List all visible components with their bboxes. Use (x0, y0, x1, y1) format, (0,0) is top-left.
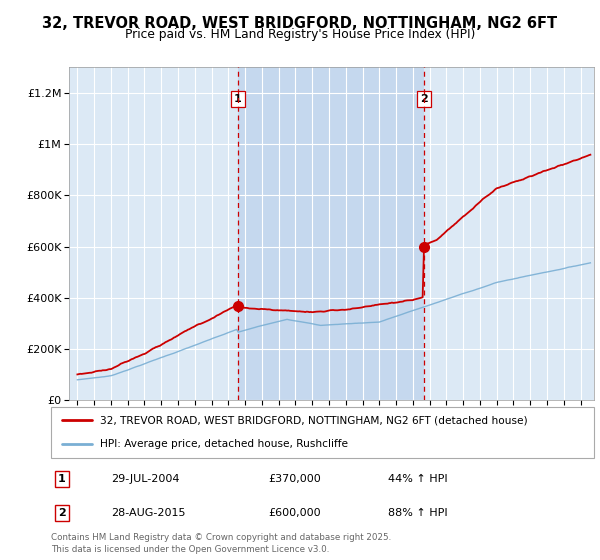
Text: 1: 1 (58, 474, 66, 484)
Text: 29-JUL-2004: 29-JUL-2004 (111, 474, 179, 484)
Bar (238, 67, 424, 400)
Text: HPI: Average price, detached house, Rushcliffe: HPI: Average price, detached house, Rush… (100, 439, 348, 449)
Text: 32, TREVOR ROAD, WEST BRIDGFORD, NOTTINGHAM, NG2 6FT (detached house): 32, TREVOR ROAD, WEST BRIDGFORD, NOTTING… (100, 416, 527, 426)
Text: 2: 2 (58, 508, 66, 519)
Text: 2: 2 (420, 94, 428, 104)
FancyBboxPatch shape (51, 407, 594, 458)
Text: £370,000: £370,000 (268, 474, 321, 484)
Text: Price paid vs. HM Land Registry's House Price Index (HPI): Price paid vs. HM Land Registry's House … (125, 28, 475, 41)
Text: 1: 1 (234, 94, 242, 104)
Text: 44% ↑ HPI: 44% ↑ HPI (388, 474, 447, 484)
Text: £600,000: £600,000 (268, 508, 321, 519)
Text: 32, TREVOR ROAD, WEST BRIDGFORD, NOTTINGHAM, NG2 6FT: 32, TREVOR ROAD, WEST BRIDGFORD, NOTTING… (43, 16, 557, 31)
Text: Contains HM Land Registry data © Crown copyright and database right 2025.
This d: Contains HM Land Registry data © Crown c… (51, 533, 391, 554)
Text: 88% ↑ HPI: 88% ↑ HPI (388, 508, 447, 519)
Text: 28-AUG-2015: 28-AUG-2015 (111, 508, 185, 519)
